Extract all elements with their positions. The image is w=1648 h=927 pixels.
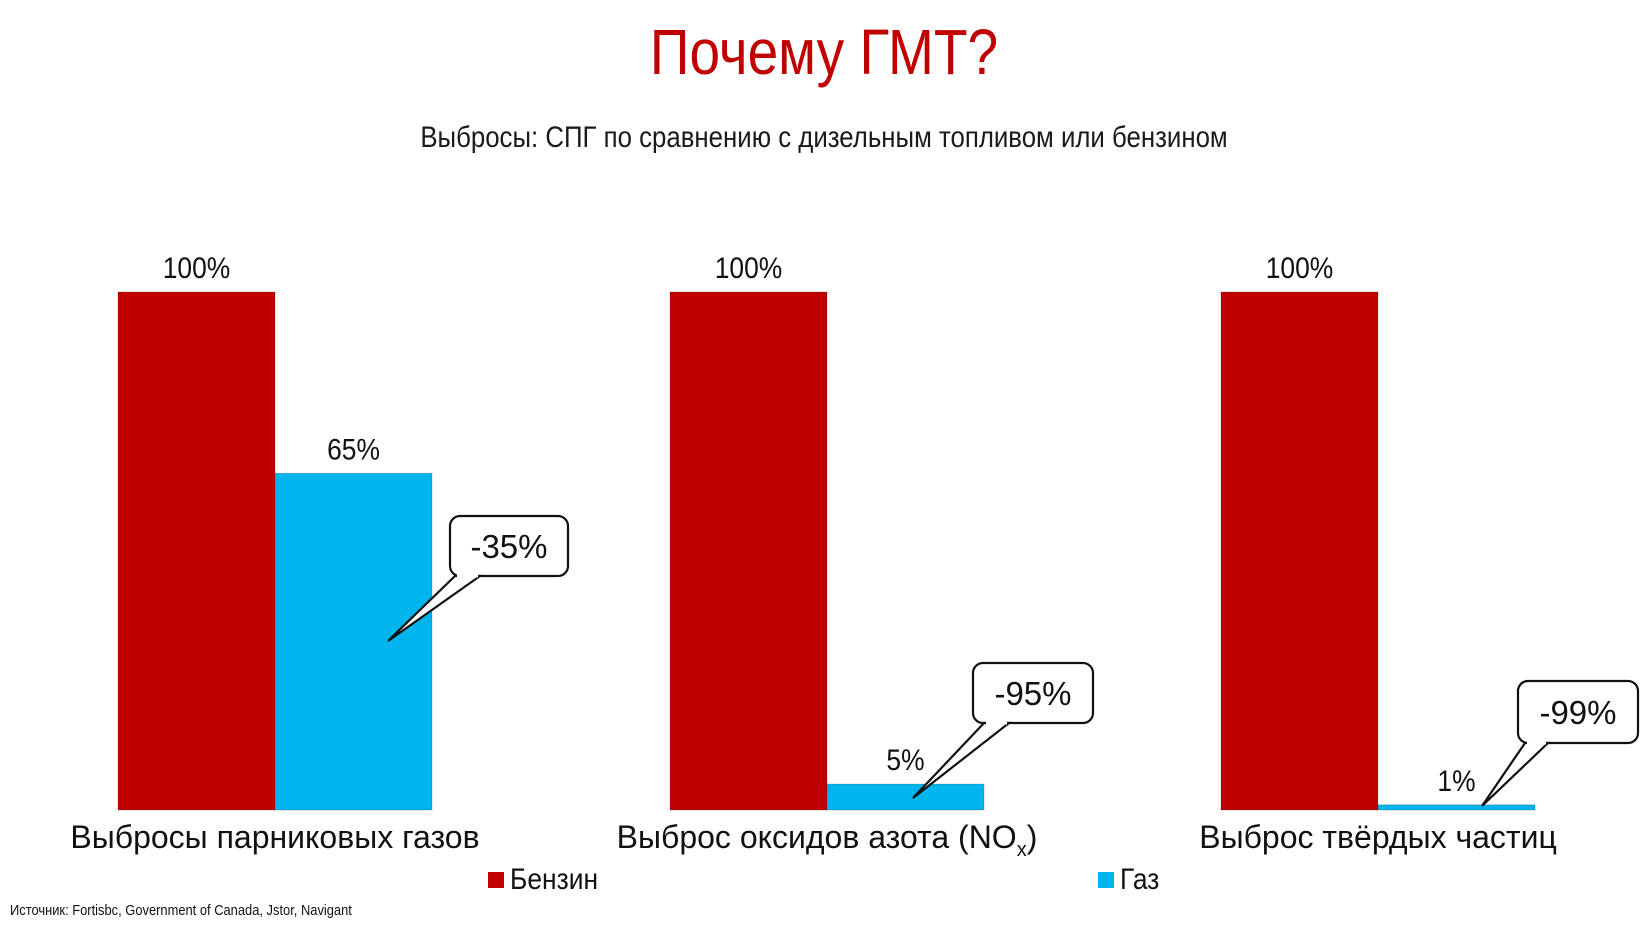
callout-box-2 (971, 661, 1095, 725)
callout-text-1: -35% (470, 528, 547, 565)
legend-label-gasoline: Бензин (510, 863, 599, 896)
bar-gas-1 (274, 472, 433, 811)
data-label-gas-3: 1% (1437, 763, 1475, 797)
category-label-1: Выбросы парниковых газов (70, 819, 479, 855)
legend-label-gas: Газ (1120, 863, 1160, 896)
callout-text-2: -95% (994, 675, 1071, 712)
data-label-gasoline-1: 100% (163, 250, 231, 284)
callout-box-3 (1516, 679, 1640, 745)
callout-text-3: -99% (1539, 694, 1616, 731)
bar-gas-3 (1377, 804, 1536, 811)
page-title: Почему ГМТ? (649, 16, 999, 88)
legend-swatch-gas (1098, 872, 1114, 888)
chart-subtitle: Выбросы: СПГ по сравнению с дизельным то… (420, 121, 1228, 154)
bar-gas-2 (826, 783, 985, 811)
callout-box-1 (448, 514, 570, 578)
legend-item-gas: Газ (1098, 862, 1165, 898)
data-label-gas-1: 65% (327, 432, 380, 466)
bar-gasoline-2 (669, 291, 828, 811)
category-label-2: Выброс оксидов азота (NOx) (617, 819, 1038, 861)
legend-swatch-gasoline (488, 872, 504, 888)
data-label-gas-2: 5% (886, 742, 924, 776)
bar-gasoline-1 (117, 291, 276, 811)
data-label-gasoline-3: 100% (1266, 250, 1334, 284)
callout-pointer-3 (1481, 741, 1551, 807)
source-note: Источник: Fortisbc, Government of Canada… (10, 902, 352, 919)
category-label-3: Выброс твёрдых частиц (1199, 819, 1557, 855)
data-label-gasoline-2: 100% (715, 250, 783, 284)
legend-item-gasoline: Бензин (488, 862, 610, 898)
bar-gasoline-3 (1220, 291, 1379, 811)
